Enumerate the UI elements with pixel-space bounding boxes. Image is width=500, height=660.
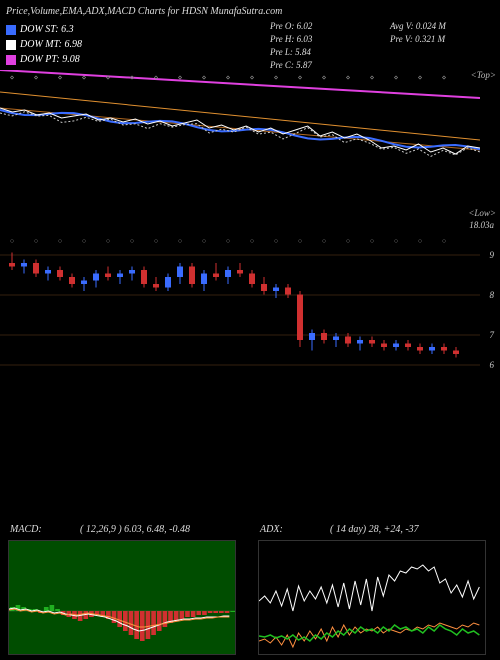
price-axis-tick: 8 (490, 290, 495, 300)
macd-panel (8, 540, 236, 655)
date-marker: ⋄ (201, 73, 206, 82)
chart-title: Price,Volume,EMA,ADX,MACD Charts for HDS… (6, 6, 282, 17)
date-marker: ⋄ (393, 73, 398, 82)
legend-row-st: DOW ST: 6.3 (6, 22, 82, 37)
stat-pre-high: Pre H: 6.03 (270, 33, 312, 46)
date-marker: ⋄ (369, 73, 374, 82)
price-axis-tick: 7 (490, 330, 495, 340)
date-marker: ⋄ (225, 73, 230, 82)
date-marker: ⋄ (417, 73, 422, 82)
ema-date-label: 18.03a (469, 220, 494, 230)
date-marker: ⋄ (57, 73, 62, 82)
date-marker: ⋄ (321, 73, 326, 82)
legend-row-mt: DOW MT: 6.98 (6, 37, 82, 52)
stat-pre-vol: Pre V: 0.321 M (390, 33, 446, 46)
legend-label-st: DOW ST: 6.3 (20, 22, 74, 37)
date-marker: ⋄ (273, 73, 278, 82)
adx-params: ( 14 day) 28, +24, -37 (330, 524, 419, 535)
macd-params: ( 12,26,9 ) 6.03, 6.48, -0.48 (80, 524, 190, 535)
stats-volume: Avg V: 0.024 M Pre V: 0.321 M (390, 20, 446, 46)
date-marker: ⋄ (9, 73, 14, 82)
adx-label: ADX: (260, 524, 283, 535)
ema-panel: <Top> <Low> 18.03a (0, 70, 500, 230)
date-marker: ⋄ (153, 73, 158, 82)
date-marker: ⋄ (249, 73, 254, 82)
legend-swatch-pt (6, 55, 16, 65)
date-marker: ⋄ (33, 73, 38, 82)
legend-swatch-mt (6, 40, 16, 50)
legend-row-pt: DOW PT: 9.08 (6, 52, 82, 67)
price-axis-tick: 9 (490, 250, 495, 260)
adx-title: ADX: (260, 524, 283, 535)
date-markers: ⋄ ⋄ ⋄ ⋄ ⋄ ⋄ ⋄ ⋄ ⋄ ⋄ ⋄ ⋄ ⋄ ⋄ ⋄ ⋄ ⋄ ⋄ ⋄ (0, 73, 470, 83)
stat-avg-vol: Avg V: 0.024 M (390, 20, 446, 33)
stat-pre-open: Pre O: 6.02 (270, 20, 312, 33)
macd-label: MACD: (10, 524, 42, 535)
ema-top-label: <Top> (471, 70, 496, 80)
date-marker: ⋄ (81, 73, 86, 82)
date-marker: ⋄ (441, 73, 446, 82)
legend-label-mt: DOW MT: 6.98 (20, 37, 82, 52)
legend-label-pt: DOW PT: 9.08 (20, 52, 80, 67)
adx-panel (258, 540, 486, 655)
candlestick-panel: 9876○○○○○○○○○○○○○○○○○○○ (0, 235, 500, 375)
legend-block: DOW ST: 6.3 DOW MT: 6.98 DOW PT: 9.08 (6, 22, 82, 67)
price-axis-tick: 6 (490, 360, 495, 370)
date-marker: ⋄ (129, 73, 134, 82)
stats-ohlc: Pre O: 6.02 Pre H: 6.03 Pre L: 5.84 Pre … (270, 20, 312, 72)
stat-pre-low: Pre L: 5.84 (270, 46, 312, 59)
macd-title: MACD: (10, 524, 42, 535)
date-marker: ⋄ (345, 73, 350, 82)
date-marker: ⋄ (105, 73, 110, 82)
legend-swatch-st (6, 25, 16, 35)
date-marker: ⋄ (177, 73, 182, 82)
date-marker: ⋄ (297, 73, 302, 82)
ema-low-label: <Low> (468, 208, 496, 218)
